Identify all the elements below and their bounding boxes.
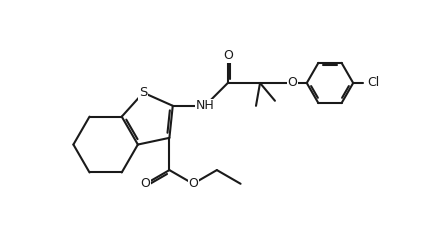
Text: O: O: [223, 49, 233, 62]
Text: O: O: [141, 177, 151, 190]
Text: O: O: [287, 77, 297, 90]
Text: S: S: [139, 86, 147, 99]
Text: NH: NH: [196, 99, 214, 112]
Text: Cl: Cl: [367, 77, 380, 90]
Text: O: O: [188, 177, 198, 190]
